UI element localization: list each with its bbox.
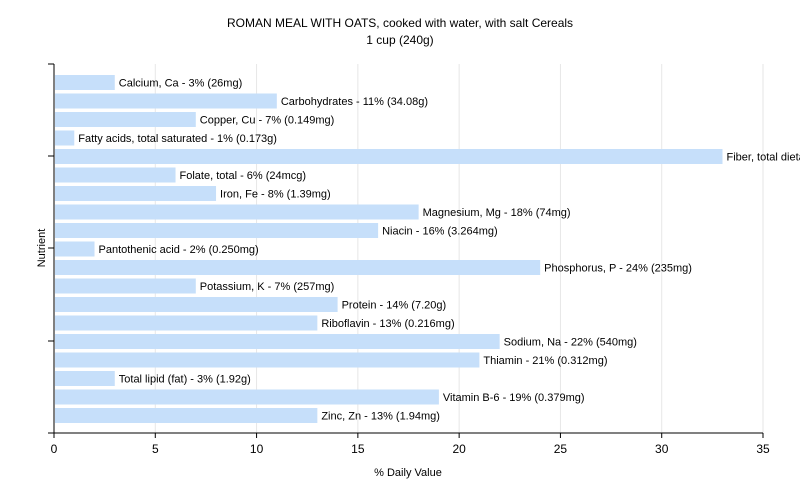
bar-label: Potassium, K - 7% (257mg) (200, 281, 334, 293)
x-tick-label: 15 (351, 442, 365, 456)
bar (55, 204, 419, 220)
bar-label: Protein - 14% (7.20g) (342, 300, 447, 312)
bar-label: Copper, Cu - 7% (0.149mg) (200, 115, 335, 127)
bar-label: Vitamin B-6 - 19% (0.379mg) (443, 392, 585, 404)
bar-label: Fatty acids, total saturated - 1% (0.173… (78, 133, 277, 145)
bars: Calcium, Ca - 3% (26mg) Carbohydrates - 1… (55, 75, 800, 423)
x-tick-label: 10 (250, 442, 264, 456)
bar (55, 186, 217, 201)
bar-label: Total lipid (fat) - 3% (1.92g) (119, 374, 251, 386)
x-tick-label: 0 (51, 442, 58, 456)
bar-label: Niacin - 16% (3.264mg) (382, 226, 498, 238)
x-tick-label: 35 (756, 442, 770, 456)
bar (55, 297, 338, 312)
bar-label: Riboflavin - 13% (0.216mg) (321, 318, 454, 330)
bar-label: Pantothenic acid - 2% (0.250mg) (99, 244, 259, 256)
bar (55, 112, 196, 127)
bar (55, 75, 115, 90)
y-axis-title: Nutrient (36, 229, 48, 268)
x-axis-title: % Daily Value (374, 467, 442, 479)
bar-label: Magnesium, Mg - 18% (74mg) (423, 207, 571, 219)
bar (55, 352, 480, 368)
bar (55, 389, 439, 405)
bar (55, 223, 379, 238)
x-tick-label: 20 (452, 442, 466, 456)
bar-label: Carbohydrates - 11% (34.08g) (281, 96, 428, 108)
x-tick-label: 30 (655, 442, 669, 456)
chart-subtitle: 1 cup (240g) (366, 33, 433, 47)
axes: 0 5 10 15 20 25 30 35 (48, 63, 770, 456)
bar (55, 130, 75, 146)
bar (55, 260, 541, 275)
bar-label: Phosphorus, P - 24% (235mg) (544, 263, 692, 275)
x-tick-label: 5 (152, 442, 159, 456)
bar (55, 278, 196, 294)
bar (55, 371, 115, 386)
bar (55, 149, 723, 164)
bar (55, 241, 95, 257)
bar-label: Calcium, Ca - 3% (26mg) (119, 78, 242, 90)
chart-title: ROMAN MEAL WITH OATS, cooked with water,… (227, 16, 573, 30)
x-tick-label: 25 (554, 442, 568, 456)
bar (55, 408, 318, 423)
bar (55, 167, 176, 183)
bar (55, 315, 318, 331)
bar (55, 334, 500, 349)
gridlines (154, 64, 764, 433)
bar-label: Folate, total - 6% (24mcg) (180, 170, 307, 182)
bar (55, 93, 277, 109)
bar-label: Iron, Fe - 8% (1.39mg) (220, 189, 331, 201)
bar-label: Zinc, Zn - 13% (1.94mg) (321, 411, 440, 423)
bar-label: Sodium, Na - 22% (540mg) (504, 337, 637, 349)
bar-label: Fiber, total dietary - 33% (8.2g) (726, 152, 800, 164)
bar-label: Thiamin - 21% (0.312mg) (483, 355, 607, 367)
